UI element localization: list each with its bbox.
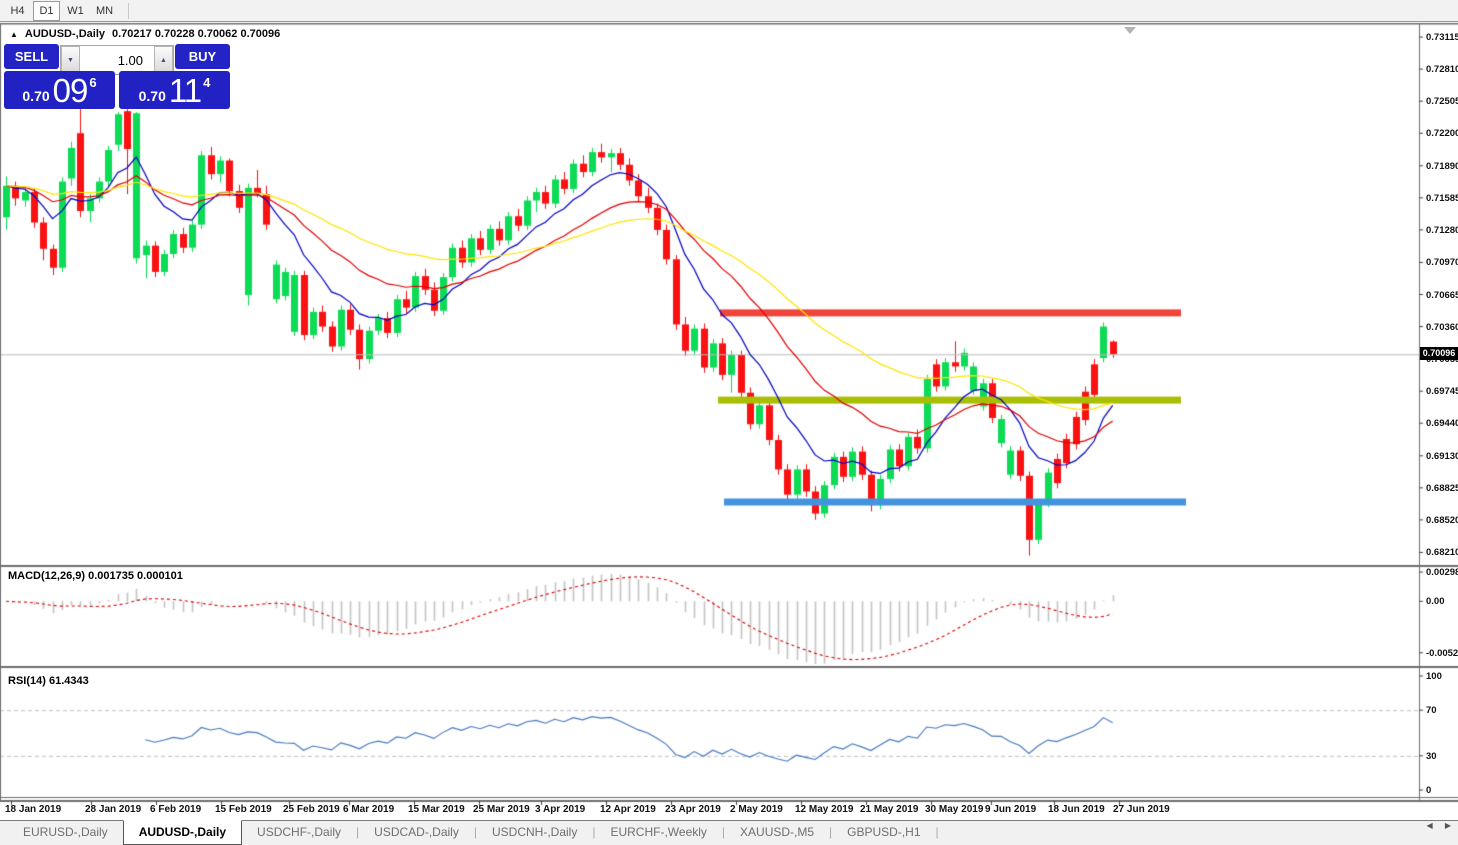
buy-price-prefix: 0.70	[138, 88, 166, 104]
volume-input[interactable]	[80, 46, 154, 74]
price-axis-tick-label: 0.71280	[1426, 224, 1458, 236]
rsi-indicator-label: RSI(14) 61.4343	[8, 675, 89, 687]
timeframe-button-w1[interactable]: W1	[67, 4, 84, 17]
tab-eurchf[interactable]: EURCHF-,Weekly	[610, 825, 707, 839]
price-axis-tick-label: 0.72810	[1426, 64, 1458, 76]
tab-gbpusd[interactable]: GBPUSD-,H1	[847, 825, 921, 839]
price-axis-tick-label: 0.71890	[1426, 160, 1458, 172]
time-axis-label: 23 Apr 2019	[665, 804, 721, 815]
sell-price-big: 09	[52, 71, 89, 109]
symbol-tab-bar: EURUSD-,Daily AUDUSD-,Daily USDCHF-,Daily |…	[0, 820, 1458, 845]
price-axis-tick-label: 0.70360	[1426, 321, 1458, 333]
timeframe-button-d1[interactable]: D1	[33, 0, 60, 21]
timeframe-button-h4[interactable]: H4	[10, 4, 25, 17]
tab-usdcnh[interactable]: USDCNH-,Daily	[491, 825, 578, 839]
price-axis-tick-label: 0.70970	[1426, 257, 1458, 269]
price-axis-tick-label: 0.68520	[1426, 514, 1458, 526]
tab-eurusd[interactable]: EURUSD-,Daily	[23, 825, 108, 839]
tab-separator: |	[721, 825, 726, 839]
scroll-right-icon[interactable]: ▶	[1444, 821, 1451, 830]
chart-shift-icon[interactable]	[1124, 27, 1136, 34]
tab-separator: |	[592, 825, 596, 839]
tab-usdcad[interactable]: USDCAD-,Daily	[374, 825, 459, 839]
buy-price-button[interactable]: 0.70 11 4	[119, 71, 230, 109]
collapse-chart-icon[interactable]: ▲	[10, 29, 18, 39]
rsi-axis-tick-label: 0	[1426, 785, 1432, 796]
current-price-badge: 0.70096	[1420, 347, 1458, 360]
price-axis-tick-label: 0.69745	[1426, 386, 1458, 398]
tab-separator: |	[356, 825, 360, 839]
scroll-left-icon[interactable]: ◀	[1426, 821, 1433, 830]
time-axis-label: 25 Mar 2019	[473, 804, 530, 815]
time-axis-label: 15 Mar 2019	[408, 804, 465, 815]
time-axis-label: 3 Apr 2019	[535, 804, 586, 815]
sell-price-prefix: 0.70	[22, 88, 50, 104]
price-axis-tick-label: 0.71585	[1426, 192, 1458, 204]
volume-stepper: ▼ ▲	[60, 45, 174, 75]
macd-axis-tick-label: 0.00	[1426, 596, 1445, 608]
sell-button[interactable]: SELL	[4, 44, 59, 69]
time-axis-label: 6 Feb 2019	[150, 804, 202, 815]
price-axis-tick-label: 0.72505	[1426, 96, 1458, 108]
price-axis-tick-label: 0.68210	[1426, 547, 1458, 559]
ohlc-values: 0.70217 0.70228 0.70062 0.70096	[112, 28, 281, 40]
macd-axis-tick-label: -0.00525	[1426, 647, 1458, 659]
tab-usdchf[interactable]: USDCHF-,Daily	[257, 825, 342, 839]
buy-price-big: 11	[168, 71, 202, 109]
price-axis-tick-label: 0.69440	[1426, 418, 1458, 430]
time-axis-label: 21 May 2019	[860, 804, 919, 815]
time-axis-label: 12 Apr 2019	[600, 804, 656, 815]
volume-increase-icon[interactable]: ▲	[154, 46, 173, 74]
time-axis-label: 15 Feb 2019	[215, 804, 272, 815]
rsi-axis-tick-label: 70	[1426, 705, 1437, 717]
one-click-trading-panel: SELL ▼ ▲ BUY 0.70 09 6 0.70 11 4	[4, 43, 230, 109]
tab-separator: |	[473, 825, 477, 839]
time-axis-label: 27 Jun 2019	[1113, 804, 1170, 815]
time-axis-label: 18 Jan 2019	[5, 804, 62, 815]
time-axis-label: 30 May 2019	[925, 804, 984, 815]
symbol-period-label: AUDUSD-,Daily	[24, 28, 105, 40]
buy-price-pip: 4	[203, 74, 211, 90]
toolbar-separator	[128, 2, 129, 19]
macd-indicator-label: MACD(12,26,9) 0.001735 0.000101	[8, 570, 183, 582]
time-axis-label: 6 Mar 2019	[343, 804, 395, 815]
rsi-axis-tick-label: 100	[1426, 671, 1442, 682]
sell-price-button[interactable]: 0.70 09 6	[4, 71, 115, 109]
time-axis-label: 12 May 2019	[795, 804, 854, 815]
sell-price-pip: 6	[89, 74, 97, 90]
chart-title: ▲ AUDUSD-,Daily 0.70217 0.70228 0.70062 …	[10, 28, 280, 40]
tab-scroll-arrows: ◀ ▶	[1421, 821, 1456, 830]
price-axis-tick-label: 0.73115	[1426, 32, 1458, 44]
rsi-axis-tick-label: 30	[1426, 750, 1437, 762]
price-axis-tick-label: 0.69130	[1426, 450, 1458, 462]
timeframe-toolbar: H4 D1 W1 MN	[0, 0, 1458, 22]
macd-axis-tick-label: 0.002984	[1426, 567, 1458, 579]
tab-separator: |	[935, 825, 939, 839]
price-axis-tick-label: 0.70665	[1426, 289, 1458, 301]
time-axis-label: 2 May 2019	[730, 804, 783, 815]
buy-button[interactable]: BUY	[175, 44, 230, 69]
time-axis-label: 9 Jun 2019	[985, 804, 1037, 815]
time-axis-label: 25 Feb 2019	[283, 804, 340, 815]
timeframe-button-mn[interactable]: MN	[95, 4, 114, 17]
tab-xauusd[interactable]: XAUUSD-,M5	[740, 825, 815, 839]
time-axis-label: 28 Jan 2019	[85, 804, 142, 815]
price-axis-tick-label: 0.72200	[1426, 128, 1458, 140]
volume-decrease-icon[interactable]: ▼	[61, 46, 80, 74]
tab-audusd[interactable]: AUDUSD-,Daily	[122, 820, 243, 845]
price-axis-tick-label: 0.68825	[1426, 482, 1458, 494]
time-axis-label: 18 Jun 2019	[1048, 804, 1105, 815]
tab-separator: |	[829, 825, 833, 839]
